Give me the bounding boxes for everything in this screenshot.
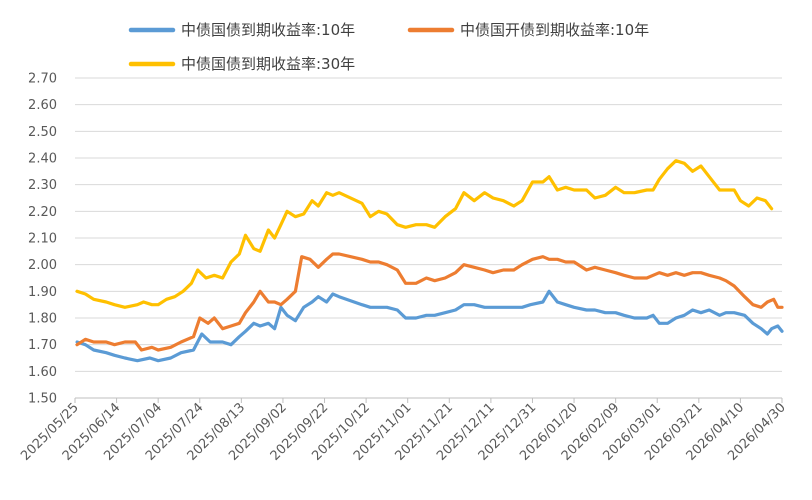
y-tick-label: 2.30 [28, 178, 57, 193]
y-tick-label: 2.00 [28, 258, 57, 273]
legend-label: 中债国开债到期收益率:10年 [460, 21, 649, 39]
series-line-1 [75, 289, 784, 363]
y-tick-label: 2.50 [28, 125, 57, 140]
y-tick-label: 1.90 [28, 285, 57, 300]
y-tick-label: 1.80 [28, 312, 57, 327]
y-tick-label: 2.20 [28, 205, 57, 220]
y-tick-label: 1.60 [28, 365, 57, 380]
y-tick-label: 2.70 [28, 72, 57, 87]
legend-label: 中债国债到期收益率:30年 [181, 55, 355, 73]
x-axis: 2025/05/252025/06/142025/07/042025/07/24… [18, 397, 789, 464]
legend-label: 中债国债到期收益率:10年 [181, 21, 355, 39]
gridlines [75, 77, 782, 399]
y-tick-label: 1.70 [28, 338, 57, 353]
y-tick-label: 2.10 [28, 232, 57, 247]
y-axis-ticks: 1.50 1.60 1.70 1.80 1.90 2.00 2.10 2.20 2.30 2.40… [28, 72, 57, 407]
y-tick-label: 2.40 [28, 152, 57, 167]
series-line-3 [75, 159, 774, 309]
series-lines [75, 159, 784, 363]
y-tick-label: 2.60 [28, 98, 57, 113]
y-tick-label: 1.50 [28, 392, 57, 407]
series-line-2 [75, 252, 784, 352]
